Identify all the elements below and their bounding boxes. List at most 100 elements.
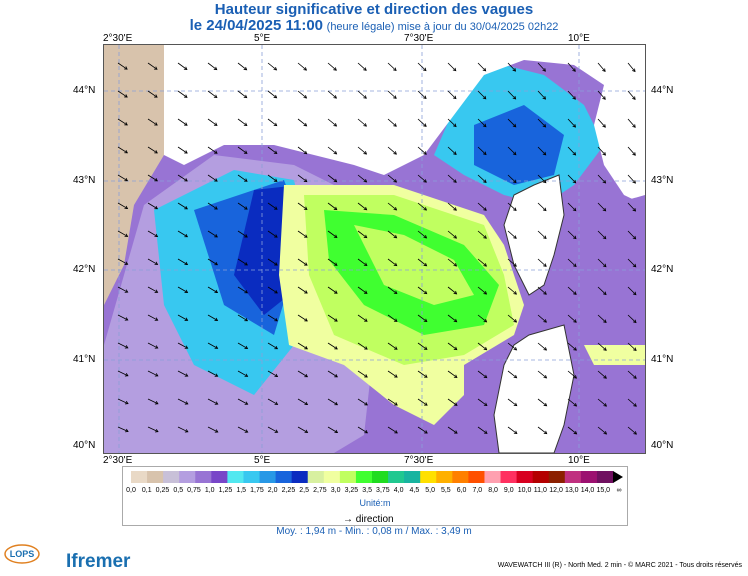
colorbar-arrow (613, 471, 623, 483)
colorbar-tick-label: ∞ (616, 487, 622, 494)
direction-arrow (117, 370, 129, 377)
direction-arrow-head (124, 66, 128, 70)
direction-arrow-head (423, 123, 427, 127)
direction-arrow-head (603, 375, 607, 379)
direction-arrow (537, 258, 547, 267)
direction-arrow-head (334, 318, 338, 322)
colorbar-tick-label: 2,5 (299, 487, 310, 494)
direction-arrow (297, 426, 308, 433)
direction-arrow (537, 62, 546, 72)
direction-arrow-head (363, 151, 368, 155)
direction-arrow (237, 202, 248, 210)
lat-tick-left-3: 42°N (73, 264, 96, 275)
direction-arrow (447, 146, 457, 155)
direction-arrow (447, 230, 457, 239)
direction-arrow (267, 202, 278, 210)
colorbar-swatch (291, 471, 309, 483)
direction-arrow (567, 398, 577, 407)
direction-arrow-head (513, 319, 518, 323)
direction-arrow-head (273, 178, 278, 182)
colorbar-tick-label: 15,0 (596, 487, 611, 494)
direction-arrow-head (244, 234, 248, 238)
direction-arrow (567, 370, 577, 379)
lon-tick-bottom-1: 2°30'E (103, 455, 133, 466)
direction-arrow (147, 314, 158, 321)
land-italy (594, 85, 645, 205)
direction-arrow (567, 286, 577, 295)
direction-arrow-head (213, 122, 218, 126)
direction-arrow (507, 202, 517, 211)
colorbar-tick-label: 0,1 (141, 487, 152, 494)
direction-arrow-head (602, 179, 607, 184)
lat-tick-right-3: 42°N (651, 264, 674, 275)
direction-arrow-head (543, 263, 547, 267)
direction-arrow (627, 146, 636, 156)
direction-arrow-head (454, 430, 458, 434)
direction-arrow (297, 342, 308, 350)
direction-arrow-head (453, 290, 458, 295)
colorbar-swatch (404, 471, 421, 483)
colorbar-tick-label: 4,5 (409, 487, 420, 494)
direction-arrow (327, 118, 337, 127)
colorbar-tick-label: 3,5 (362, 487, 372, 494)
direction-arrow (207, 146, 218, 154)
direction-arrow-head (393, 95, 397, 99)
direction-arrow-head (543, 374, 548, 379)
direction-arrow-head (303, 206, 308, 210)
colorbar-swatch (227, 471, 244, 483)
direction-arrow (537, 90, 546, 100)
direction-arrow (537, 174, 547, 183)
direction-arrow-head (303, 234, 308, 238)
lon-tick-bottom-2: 5°E (254, 455, 271, 466)
colorbar-tick-label: 0,75 (187, 487, 201, 494)
direction-arrow (537, 230, 547, 239)
direction-arrow-head (124, 233, 129, 237)
direction-arrow (327, 426, 338, 433)
direction-arrow (117, 202, 128, 209)
direction-arrow-head (153, 66, 158, 70)
direction-arrow (627, 342, 637, 351)
direction-arrow (147, 118, 158, 126)
direction-arrow (237, 146, 248, 154)
direction-arrow-head (453, 235, 458, 239)
direction-arrow (207, 286, 218, 293)
direction-arrow (447, 314, 457, 323)
direction-arrow-head (513, 207, 517, 211)
direction-arrow-head (274, 262, 278, 266)
direction-arrow (267, 62, 277, 71)
colorbar-swatch (323, 471, 341, 483)
direction-arrow-head (393, 318, 398, 322)
direction-arrow-head (184, 345, 189, 349)
direction-arrow (567, 90, 576, 100)
direction-arrow-head (334, 290, 338, 294)
direction-arrow (507, 286, 517, 295)
direction-arrow-head (125, 428, 129, 433)
wave-height-map[interactable] (103, 44, 646, 454)
direction-arrow (117, 314, 128, 321)
direction-arrow (267, 286, 278, 294)
direction-arrow-head (602, 263, 607, 268)
direction-arrow (237, 62, 247, 71)
direction-arrow-head (154, 177, 158, 182)
direction-arrow-head (572, 96, 576, 100)
direction-arrow-head (393, 262, 398, 267)
direction-arrow-head (244, 401, 249, 405)
direction-arrow-head (154, 94, 158, 98)
direction-arrow-head (482, 123, 487, 128)
direction-arrow (207, 314, 218, 321)
direction-arrow-head (482, 67, 487, 72)
direction-arrow-head (243, 66, 248, 71)
direction-arrow (357, 286, 368, 294)
direction-arrow (417, 286, 427, 295)
direction-arrow-head (304, 373, 309, 378)
direction-arrows (117, 62, 637, 435)
direction-arrow-head (244, 317, 249, 322)
direction-arrow (597, 314, 607, 323)
direction-arrow-head (513, 430, 518, 435)
direction-arrow (117, 342, 129, 349)
direction-arrow-head (542, 123, 547, 128)
direction-arrow (177, 146, 188, 154)
direction-arrow-head (513, 291, 517, 295)
svg-text:LOPS: LOPS (10, 549, 35, 559)
direction-arrow-head (453, 263, 458, 267)
